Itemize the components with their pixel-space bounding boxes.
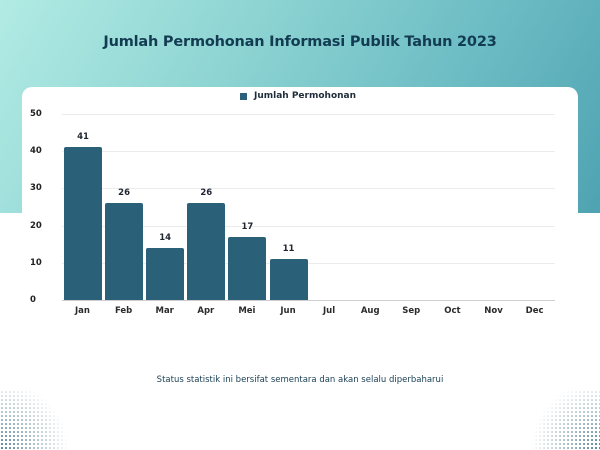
bar-mar[interactable]	[146, 247, 185, 300]
gridline	[62, 188, 555, 190]
y-axis-tick-label: 30	[30, 183, 42, 194]
footnote: Status statistik ini bersifat sementara …	[156, 375, 444, 385]
x-axis-tick-label: Apr	[197, 306, 215, 316]
x-axis-tick-label: Dec	[525, 306, 544, 316]
bar-value-label: 26	[200, 188, 213, 199]
decorative-dot-pattern-left	[0, 390, 70, 450]
x-axis-tick-label: Jan	[75, 306, 90, 316]
y-axis-tick-label: 0	[30, 295, 36, 305]
x-axis-tick-label: Nov	[484, 306, 503, 316]
bar-feb[interactable]	[105, 203, 144, 300]
x-axis-line	[62, 300, 555, 301]
bar-value-label: 14	[159, 232, 172, 243]
x-axis-tick-label: Feb	[114, 306, 133, 316]
gridline	[62, 114, 555, 115]
bar-jun[interactable]	[269, 259, 308, 300]
x-axis-tick-label: Oct	[444, 306, 461, 316]
bar-value-label: 41	[77, 132, 89, 143]
bar-value-label: 17	[241, 221, 254, 232]
gridline	[62, 151, 555, 153]
chart-title: Jumlah Permohonan Informasi Publik Tahun…	[103, 34, 497, 50]
gridline	[62, 225, 555, 227]
x-axis-tick-label: Mei	[238, 306, 256, 316]
x-axis-tick-label: Sep	[402, 306, 421, 316]
bar-value-label: 11	[282, 244, 295, 255]
legend-label: Jumlah Permohonan	[254, 91, 357, 101]
x-axis-tick-label: Aug	[360, 306, 380, 316]
x-axis-tick-label: Jun	[280, 306, 296, 316]
decorative-dot-pattern-right	[530, 390, 600, 450]
bar-mei[interactable]	[228, 236, 267, 300]
gridline	[62, 262, 555, 264]
bar-value-label: 26	[118, 188, 131, 199]
y-axis-tick-label: 20	[30, 220, 42, 231]
y-axis-tick-label: 40	[30, 146, 42, 157]
x-axis-tick-label: Mar	[155, 306, 174, 316]
y-axis-tick-label: 50	[30, 109, 42, 119]
y-axis-tick-label: 10	[30, 257, 42, 268]
legend-swatch-icon	[240, 92, 247, 100]
chart-legend[interactable]: Jumlah Permohonan	[240, 90, 356, 102]
x-axis-tick-label: Jul	[323, 306, 336, 316]
bar-apr[interactable]	[187, 203, 226, 300]
bar-jan[interactable]	[64, 147, 102, 300]
